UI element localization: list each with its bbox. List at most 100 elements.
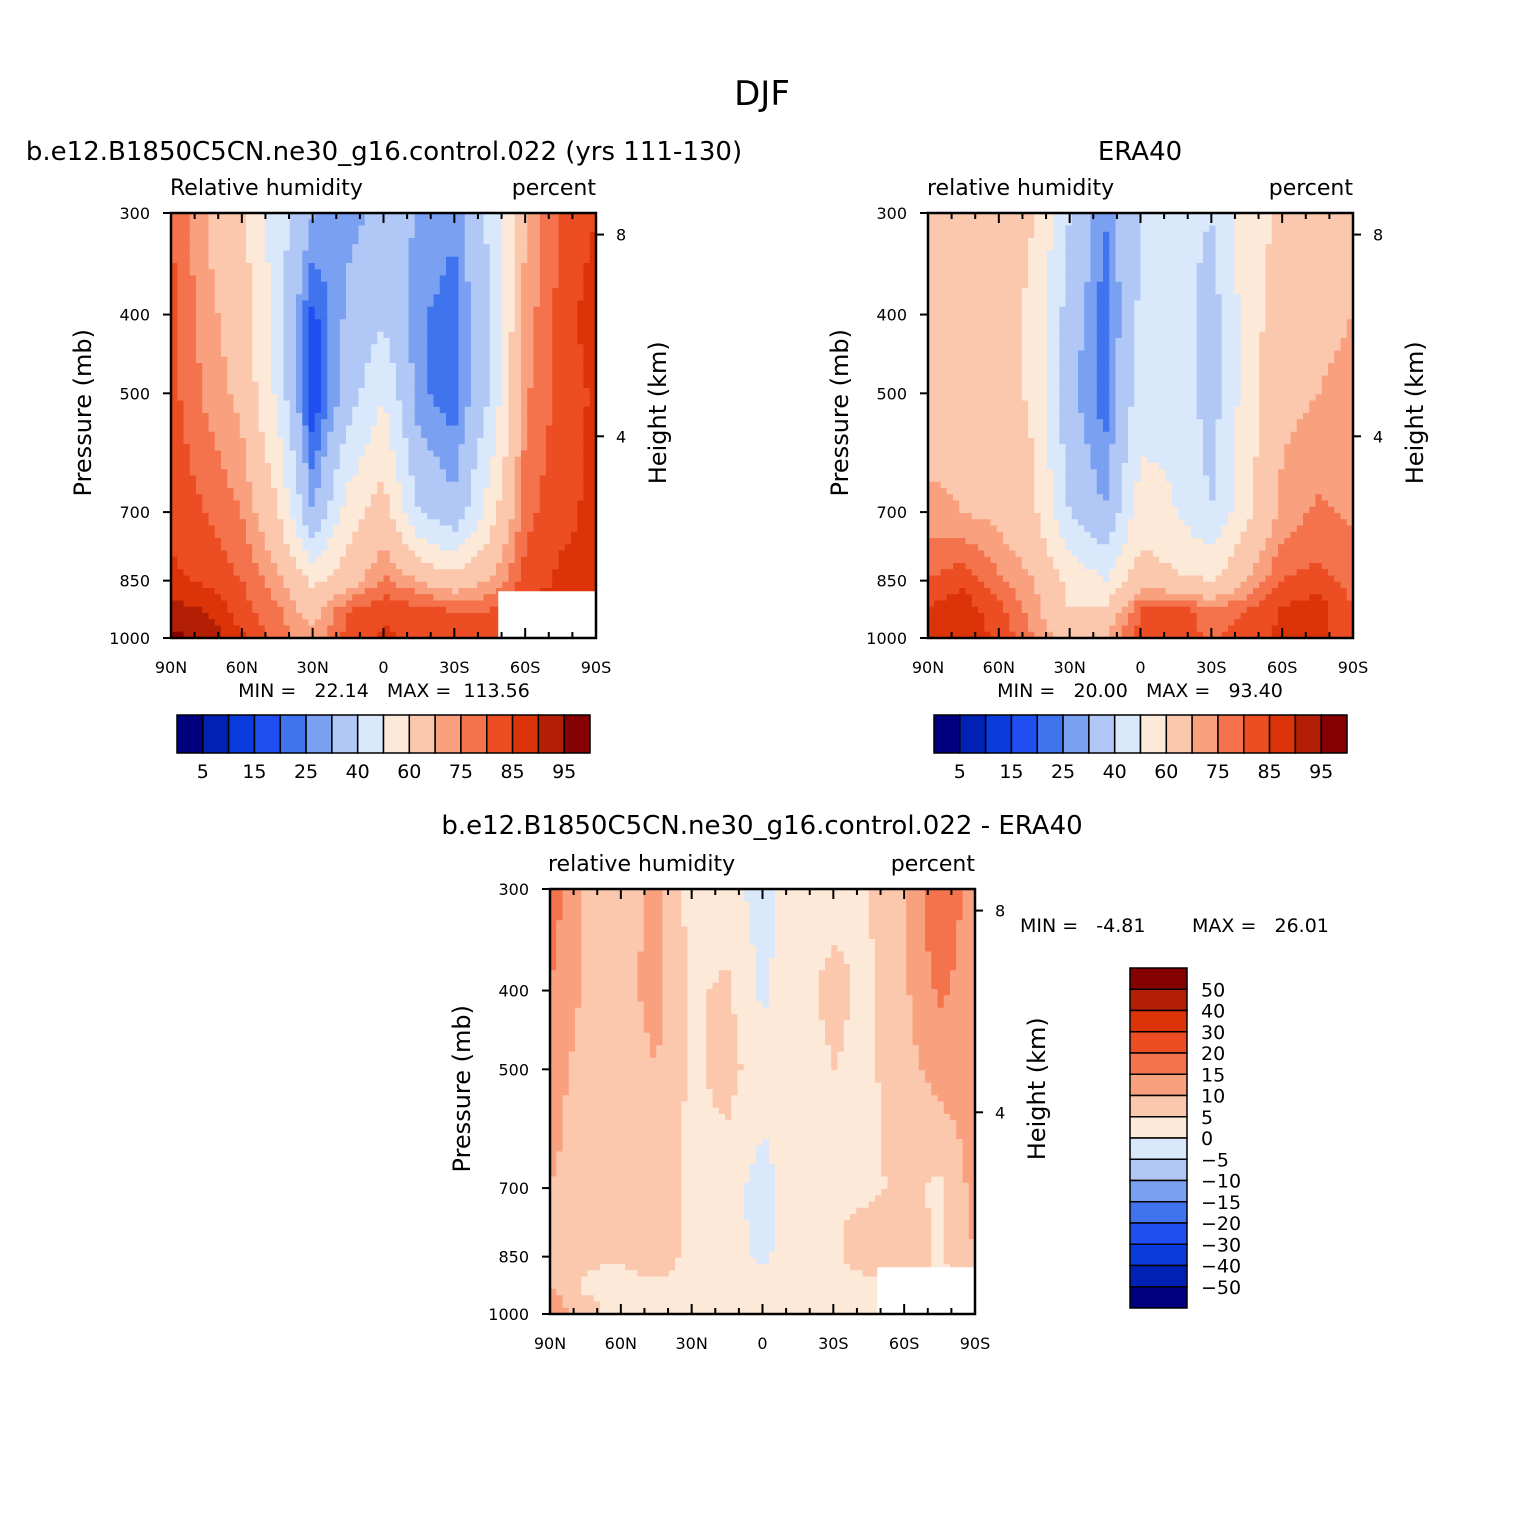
- contour-cell: [433, 363, 441, 370]
- contour-cell: [571, 563, 578, 570]
- contour-cell: [521, 369, 528, 377]
- contour-cell: [289, 450, 297, 458]
- contour-cell: [514, 538, 522, 545]
- contour-cell: [189, 563, 197, 570]
- contour-cell: [389, 569, 397, 577]
- contour-cell: [521, 300, 528, 308]
- contour-cell: [296, 631, 303, 639]
- contour-cell: [396, 388, 403, 395]
- contour-cell: [246, 513, 253, 520]
- contour-cell: [408, 313, 416, 320]
- contour-cell: [583, 306, 591, 314]
- contour-cell: [277, 525, 285, 533]
- contour-cell: [408, 356, 416, 364]
- contour-cell: [433, 525, 441, 533]
- contour-cell: [321, 244, 328, 252]
- contour-cell: [483, 219, 491, 227]
- contour-cell: [1128, 231, 1135, 239]
- contour-cell: [258, 494, 266, 502]
- contour-cell: [539, 288, 547, 295]
- contour-cell: [589, 394, 597, 402]
- contour-cell: [377, 369, 385, 377]
- contour-cell: [514, 469, 522, 477]
- contour-cell: [346, 344, 353, 352]
- contour-cell: [364, 525, 372, 533]
- contour-cell: [202, 281, 210, 289]
- contour-cell: [533, 569, 541, 577]
- contour-cell: [252, 213, 260, 220]
- contour-cell: [483, 506, 491, 514]
- contour-cell: [352, 419, 360, 427]
- contour-cell: [277, 256, 285, 264]
- contour-cell: [496, 363, 503, 370]
- contour-cell: [433, 613, 441, 620]
- contour-cell: [539, 400, 547, 408]
- contour-cell: [471, 606, 478, 614]
- contour-cell: [377, 581, 385, 589]
- contour-cell: [377, 231, 385, 239]
- contour-cell: [527, 275, 535, 283]
- contour-cell: [571, 213, 578, 220]
- contour-cell: [558, 313, 566, 320]
- contour-cell: [508, 281, 516, 289]
- contour-cell: [302, 581, 310, 589]
- contour-cell: [558, 263, 566, 270]
- contour-cell: [389, 450, 397, 458]
- contour-cell: [302, 575, 310, 583]
- contour-cell: [577, 244, 585, 252]
- contour-cell: [446, 288, 453, 295]
- contour-cell: [208, 488, 216, 495]
- contour-cell: [583, 356, 591, 364]
- contour-cell: [477, 538, 485, 545]
- contour-cell: [471, 331, 478, 339]
- x-tick-label: 30N: [297, 658, 329, 677]
- contour-cell: [352, 456, 360, 464]
- contour-cell: [502, 319, 510, 327]
- contour-cell: [564, 400, 572, 408]
- contour-cell: [302, 556, 310, 564]
- contour-cell: [496, 356, 503, 364]
- contour-cell: [583, 231, 591, 239]
- contour-cell: [414, 569, 422, 577]
- contour-cell: [508, 363, 516, 370]
- contour-cell: [446, 588, 453, 595]
- contour-cell: [1215, 231, 1223, 239]
- contour-cell: [414, 250, 422, 258]
- contour-cell: [258, 400, 266, 408]
- contour-cell: [1253, 219, 1260, 227]
- contour-cell: [533, 319, 541, 327]
- contour-cell: [171, 550, 178, 558]
- contour-cell: [364, 250, 372, 258]
- contour-cell: [321, 275, 328, 283]
- contour-cell: [452, 406, 460, 414]
- contour-cell: [558, 513, 566, 520]
- contour-cell: [396, 331, 403, 339]
- contour-cell: [471, 394, 478, 402]
- contour-cell: [358, 250, 366, 258]
- contour-cell: [496, 213, 503, 220]
- contour-cell: [396, 294, 403, 302]
- contour-cell: [965, 231, 973, 239]
- contour-cell: [208, 525, 216, 533]
- contour-cell: [264, 319, 272, 327]
- contour-cell: [202, 381, 210, 389]
- contour-cell: [539, 463, 547, 470]
- contour-cell: [221, 450, 228, 458]
- contour-cell: [558, 244, 566, 252]
- contour-cell: [171, 569, 178, 577]
- contour-cell: [514, 219, 522, 227]
- contour-cell: [402, 306, 410, 314]
- contour-cell: [339, 369, 347, 377]
- contour-cell: [208, 613, 216, 620]
- contour-cell: [383, 338, 391, 345]
- contour-cell: [289, 469, 297, 477]
- contour-cell: [421, 350, 428, 358]
- contour-cell: [264, 438, 272, 445]
- contour-cell: [1296, 225, 1304, 233]
- contour-cell: [408, 450, 416, 458]
- contour-cell: [446, 444, 453, 452]
- contour-cell: [458, 613, 466, 620]
- contour-cell: [383, 231, 391, 239]
- contour-cell: [196, 381, 203, 389]
- contour-cell: [464, 281, 472, 289]
